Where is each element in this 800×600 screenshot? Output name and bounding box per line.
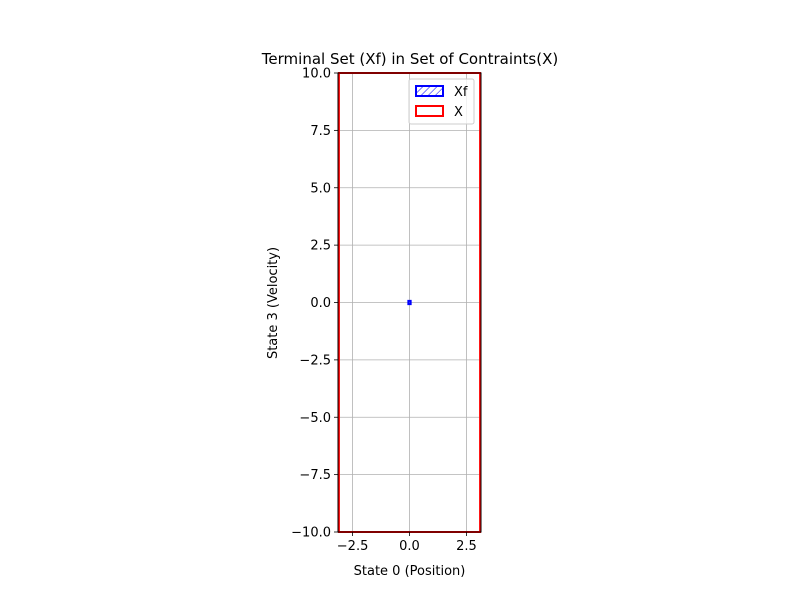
y-tick-label: −10.0 xyxy=(291,526,331,541)
y-axis-label: State 3 (Velocity) xyxy=(266,247,281,359)
legend-label-x: X xyxy=(454,105,463,120)
chart-title: Terminal Set (Xf) in Set of Contraints(X… xyxy=(261,50,558,68)
legend-entries: Xf X xyxy=(415,85,468,120)
y-tick-label: 7.5 xyxy=(310,124,331,139)
y-tick-label: 0.0 xyxy=(310,296,331,311)
y-axis-ticks: −10.0 −7.5 −5.0 −2.5 0.0 2.5 5.0 7.5 10.0 xyxy=(291,67,338,541)
y-tick-label: −5.0 xyxy=(299,411,331,426)
y-tick-label: −2.5 xyxy=(299,353,331,368)
x-axis-ticks: −2.5 0.0 2.5 xyxy=(337,532,477,554)
series-region-xf xyxy=(407,299,412,306)
y-tick-label: 10.0 xyxy=(302,67,331,82)
y-tick-label: 2.5 xyxy=(310,239,331,254)
legend-swatch-x xyxy=(415,105,444,117)
legend: Xf X xyxy=(408,78,475,125)
x-tick-label: 2.5 xyxy=(456,539,477,554)
y-tick-label: −7.5 xyxy=(299,468,331,483)
legend-swatch-xf xyxy=(415,85,444,97)
x-tick-label: −2.5 xyxy=(337,539,369,554)
x-axis-label: State 0 (Position) xyxy=(354,564,466,579)
y-tick-label: 5.0 xyxy=(310,181,331,196)
legend-label-xf: Xf xyxy=(454,85,468,100)
x-tick-label: 0.0 xyxy=(399,539,420,554)
